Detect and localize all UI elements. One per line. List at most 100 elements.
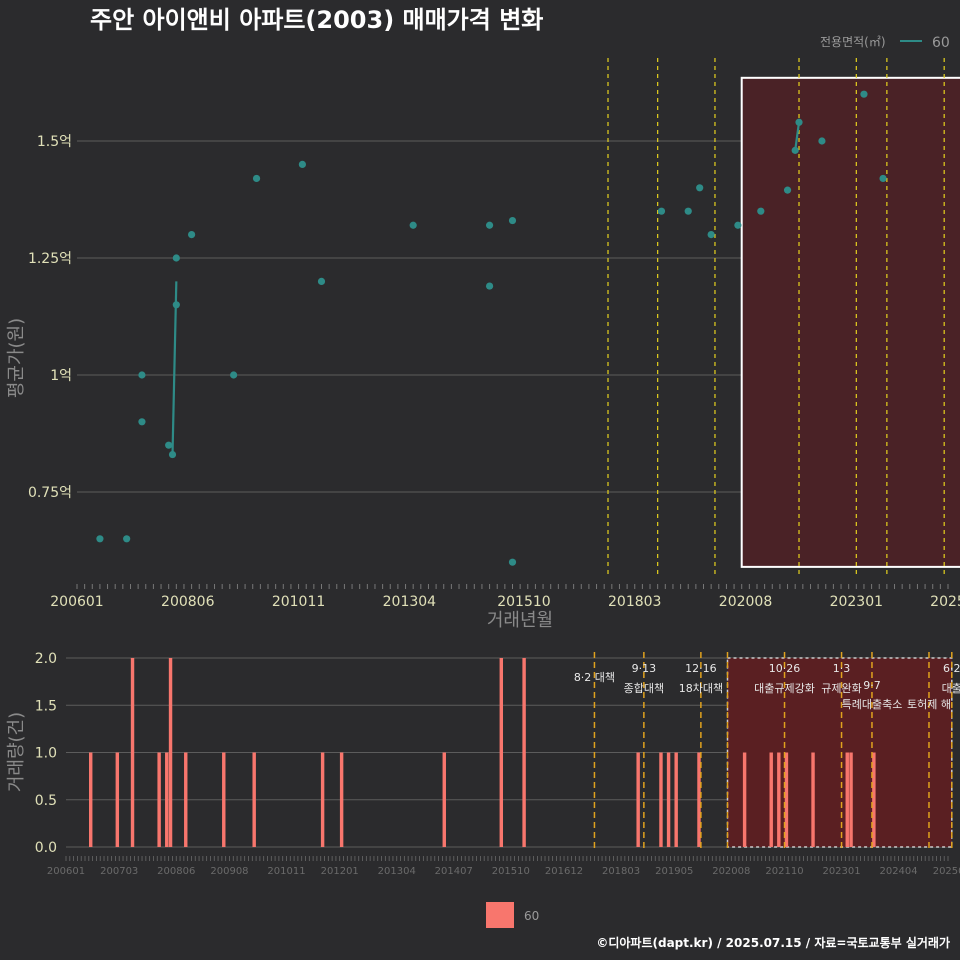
policy-label: 10·26 [769, 662, 801, 675]
volume-bar [659, 752, 663, 847]
y-tick-label: 0.0 [35, 840, 57, 856]
x-tick-label: 202110 [765, 866, 803, 877]
price-series [96, 90, 887, 566]
price-point [879, 174, 887, 183]
policy-label: 대출 [942, 682, 960, 695]
x-tick-label: 201612 [545, 866, 583, 877]
price-point [657, 207, 666, 215]
price-point [684, 207, 692, 215]
price-point [707, 231, 715, 239]
price-point [508, 216, 517, 225]
y-tick-label: 1.25억 [28, 251, 72, 267]
volume-x-tick-labels: 200601 200703 200806 200908 201011 201201 2013… [47, 866, 960, 877]
price-line [171, 281, 178, 455]
policy-label: 규제완화 [821, 682, 861, 695]
policy-label: 12·16 [685, 662, 717, 675]
volume-bar [184, 752, 188, 847]
volume-bar [252, 752, 256, 847]
volume-policy-labels: 8·2 대책 9·13 종합대책 12·16 18차대책 10·26 대출규제강화 1·3 규제… [574, 662, 960, 711]
volume-bar [666, 752, 671, 847]
policy-label: 특례대출축소 [842, 698, 903, 711]
price-point [860, 90, 868, 98]
volume-bar [157, 752, 161, 847]
volume-y-axis-title: 거래량(건) [6, 712, 27, 792]
chart-title: 주안 아이앤비 아파트(2003) 매매가격 변화 [90, 6, 543, 34]
price-point [696, 184, 704, 192]
price-point [409, 221, 417, 229]
x-tick-label: 202008 [719, 594, 772, 610]
price-x-axis-title: 거래년월 [487, 610, 553, 631]
x-tick-label: 202301 [830, 594, 883, 610]
x-tick-label: 200601 [50, 594, 103, 610]
volume-bar [442, 752, 446, 847]
policy-label: 대출규제강화 [754, 682, 815, 695]
price-point [783, 186, 792, 194]
volume-bar [674, 752, 678, 847]
price-point [298, 160, 306, 168]
policy-label: 종합대책 [624, 682, 664, 695]
volume-y-tick-labels: 0.0 0.5 1.0 1.5 2.0 [35, 651, 57, 856]
x-tick-label: 201011 [267, 866, 305, 877]
price-x-tick-labels: 200601 200806 201011 201304 201510 201803 2020… [50, 594, 960, 610]
price-y-axis-title: 평균가(원) [6, 318, 27, 398]
highlight-rect [740, 76, 960, 568]
x-tick-label: 201407 [435, 866, 473, 877]
price-line [794, 122, 801, 151]
x-tick-label: 201803 [608, 594, 661, 610]
price-point [791, 146, 799, 154]
volume-bar [769, 752, 773, 847]
x-tick-label: 201011 [272, 594, 325, 610]
volume-bar [742, 752, 747, 847]
policy-label: 8·2 대책 [574, 671, 615, 684]
volume-bar [222, 752, 226, 847]
policy-label: 9·13 [632, 662, 657, 675]
volume-bar [697, 752, 701, 847]
price-point [485, 282, 494, 290]
price-point [165, 441, 173, 449]
volume-highlight-box [726, 657, 953, 848]
volume-legend-swatch [486, 902, 514, 928]
x-tick-label: 201905 [655, 866, 693, 877]
x-tick-label: 201201 [321, 866, 359, 877]
highlight-rect [726, 657, 953, 848]
y-tick-label: 0.5 [35, 793, 57, 809]
policy-label: 1·3 [833, 662, 851, 675]
volume-bar [168, 658, 173, 847]
price-point [485, 221, 494, 229]
y-tick-label: 1.0 [35, 746, 57, 762]
price-point [188, 231, 196, 239]
policy-label: 6·2 [943, 662, 960, 675]
volume-axis-ticks [65, 856, 949, 861]
volume-bar [636, 752, 640, 847]
price-point [138, 371, 146, 379]
x-tick-label: 2025 [930, 594, 960, 610]
volume-bar [115, 752, 120, 847]
volume-bar [872, 752, 876, 847]
price-point [172, 301, 180, 309]
x-tick-label: 201304 [383, 594, 437, 610]
x-tick-label: 201510 [497, 594, 550, 610]
volume-bar [811, 752, 815, 847]
price-point [230, 371, 238, 379]
price-point [734, 221, 742, 229]
volume-bar [849, 752, 853, 847]
price-point [795, 118, 803, 126]
y-tick-label: 0.75억 [28, 485, 72, 501]
y-tick-label: 1.5 [35, 698, 57, 714]
volume-bars [89, 658, 876, 847]
price-policy-lines [607, 58, 945, 578]
x-tick-label: 201304 [378, 866, 416, 877]
price-y-tick-labels: 0.75억 1억 1.25억 1.5억 [28, 134, 72, 501]
volume-bar [784, 752, 789, 847]
price-point [172, 254, 180, 262]
volume-policy-lines [593, 652, 953, 850]
price-point [317, 277, 326, 285]
footer-credit: ©디아파트(dapt.kr) / 2025.07.15 / 자료=국토교통부 실… [596, 935, 950, 950]
x-tick-label: 202506 [933, 866, 960, 877]
volume-bar [777, 752, 781, 847]
x-tick-label: 202301 [822, 866, 860, 877]
volume-legend-label: 60 [524, 909, 539, 923]
price-point [168, 450, 177, 459]
price-point [252, 174, 261, 183]
policy-label: 토허제 해 [907, 697, 951, 711]
